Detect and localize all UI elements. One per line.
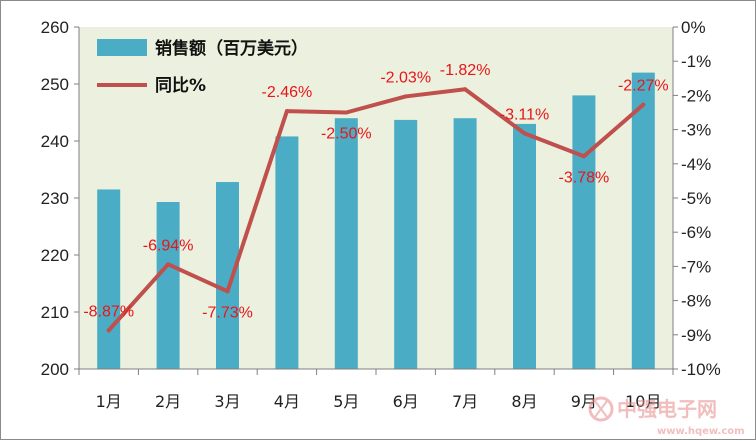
yoy-data-label: -3.11% [500, 106, 550, 123]
left-tick-label: 210 [41, 303, 69, 322]
yoy-point-9 [581, 154, 586, 159]
bar-7 [453, 118, 477, 369]
legend-bar-label: 销售额（百万美元） [155, 38, 308, 59]
category-label: 1月 [96, 392, 122, 411]
legend-bar-swatch [97, 39, 147, 56]
left-tick-label: 260 [41, 18, 69, 37]
right-tick-label: -10% [681, 360, 721, 379]
left-tick-label: 200 [41, 360, 69, 379]
bar-9 [572, 95, 596, 370]
category-label: 5月 [333, 392, 359, 411]
bar-10 [631, 72, 655, 369]
yoy-point-5 [344, 110, 349, 115]
bar-4 [275, 136, 299, 369]
left-axis-ticks: 200 210 220 230 240 250 260 [41, 18, 79, 379]
yoy-point-2 [166, 262, 171, 267]
yoy-point-8 [522, 131, 527, 136]
right-tick-label: -1% [681, 52, 711, 71]
bar-3 [216, 182, 239, 369]
yoy-data-label: -6.94% [143, 237, 194, 254]
bar-8 [513, 123, 536, 370]
bar-6 [394, 119, 418, 369]
category-label: 4月 [274, 392, 300, 411]
yoy-point-4 [284, 109, 289, 114]
yoy-data-label: -2.50% [321, 126, 372, 143]
right-tick-label: -4% [681, 155, 711, 174]
category-label: 8月 [511, 392, 537, 411]
category-axis-ticks: 1月 2月 3月 4月 5月 6月 7月 8月 9月 10月 [78, 369, 674, 411]
yoy-point-7 [463, 87, 468, 92]
yoy-data-label: -3.78% [559, 169, 610, 186]
category-label: 10月 [625, 392, 661, 411]
category-label: 7月 [452, 392, 478, 411]
right-tick-label: -3% [681, 121, 711, 140]
yoy-data-label: -8.87% [83, 303, 134, 320]
watermark: 中强电子网 www.hqew.com [588, 396, 745, 437]
yoy-point-10 [641, 102, 646, 107]
yoy-data-label: -7.73% [202, 304, 253, 321]
left-tick-label: 240 [41, 132, 69, 151]
right-tick-label: -9% [681, 326, 711, 345]
right-tick-label: 0% [681, 18, 706, 37]
legend: 销售额（百万美元） 同比% [97, 38, 308, 96]
yoy-data-label: -2.46% [262, 84, 313, 101]
bar-series [97, 72, 655, 370]
watermark-name: 中强电子网 [617, 397, 717, 421]
left-tick-label: 250 [41, 75, 69, 94]
watermark-url: www.hqew.com [657, 426, 745, 437]
right-tick-label: -5% [681, 189, 711, 208]
bar-2 [156, 201, 180, 369]
yoy-point-1 [106, 328, 111, 333]
yoy-point-3 [225, 289, 230, 294]
category-label: 2月 [155, 392, 181, 411]
bar-1 [97, 189, 121, 369]
right-tick-label: -2% [681, 86, 711, 105]
right-tick-label: -6% [681, 223, 711, 242]
left-tick-label: 220 [41, 246, 69, 265]
yoy-data-label: -1.82% [440, 62, 491, 79]
right-axis-ticks: 0% -1% -2% -3% -4% -5% -6% -7% -8% -9% -10% [673, 18, 721, 379]
yoy-data-label: -2.03% [380, 69, 431, 86]
left-tick-label: 230 [41, 189, 69, 208]
right-tick-label: -8% [681, 292, 711, 311]
category-label: 6月 [393, 392, 419, 411]
line-series [106, 87, 646, 333]
watermark-logo-icon [588, 396, 614, 422]
yoy-data-label: -2.27% [618, 78, 669, 95]
yoy-line [106, 87, 646, 333]
legend-line-label: 同比% [155, 75, 206, 96]
category-label: 3月 [214, 392, 240, 411]
bar-5 [334, 118, 358, 369]
yoy-point-6 [403, 94, 408, 99]
right-tick-label: -7% [681, 257, 711, 276]
line-data-labels: -8.87% -6.94% -7.73% -2.46% -2.50% -2.03% -1.8… [83, 62, 668, 321]
